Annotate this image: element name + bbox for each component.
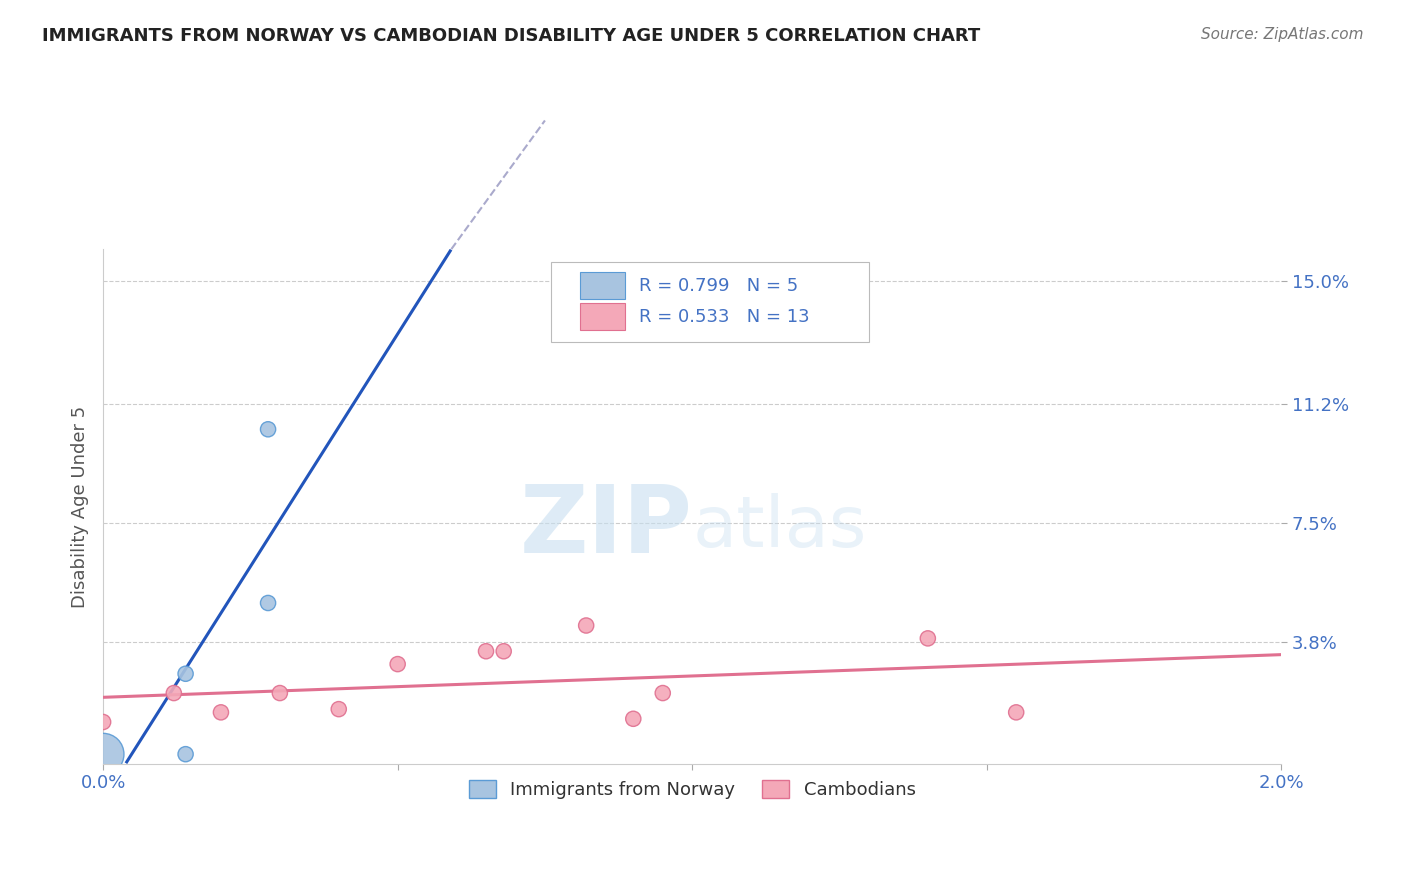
Point [328, 702, 350, 716]
Point [257, 596, 280, 610]
Point [492, 644, 515, 658]
Text: R = 0.533   N = 13: R = 0.533 N = 13 [640, 308, 810, 326]
Point [174, 666, 197, 681]
Point [174, 747, 197, 761]
Point [387, 657, 409, 672]
Y-axis label: Disability Age Under 5: Disability Age Under 5 [72, 405, 89, 607]
Point [163, 686, 186, 700]
Text: IMMIGRANTS FROM NORWAY VS CAMBODIAN DISABILITY AGE UNDER 5 CORRELATION CHART: IMMIGRANTS FROM NORWAY VS CAMBODIAN DISA… [42, 27, 980, 45]
Point [651, 686, 673, 700]
Point [575, 618, 598, 632]
Text: ZIP: ZIP [519, 481, 692, 573]
Point [257, 422, 280, 436]
Point [91, 714, 114, 729]
Text: atlas: atlas [692, 492, 866, 562]
Point [917, 632, 939, 646]
Point [269, 686, 291, 700]
FancyBboxPatch shape [581, 303, 626, 330]
Text: Source: ZipAtlas.com: Source: ZipAtlas.com [1201, 27, 1364, 42]
Point [621, 712, 644, 726]
FancyBboxPatch shape [551, 262, 869, 342]
Point [475, 644, 498, 658]
Point [91, 747, 114, 761]
Text: R = 0.799   N = 5: R = 0.799 N = 5 [640, 277, 799, 294]
Point [209, 706, 232, 720]
Point [1005, 706, 1028, 720]
FancyBboxPatch shape [581, 272, 626, 299]
Legend: Immigrants from Norway, Cambodians: Immigrants from Norway, Cambodians [461, 772, 922, 806]
